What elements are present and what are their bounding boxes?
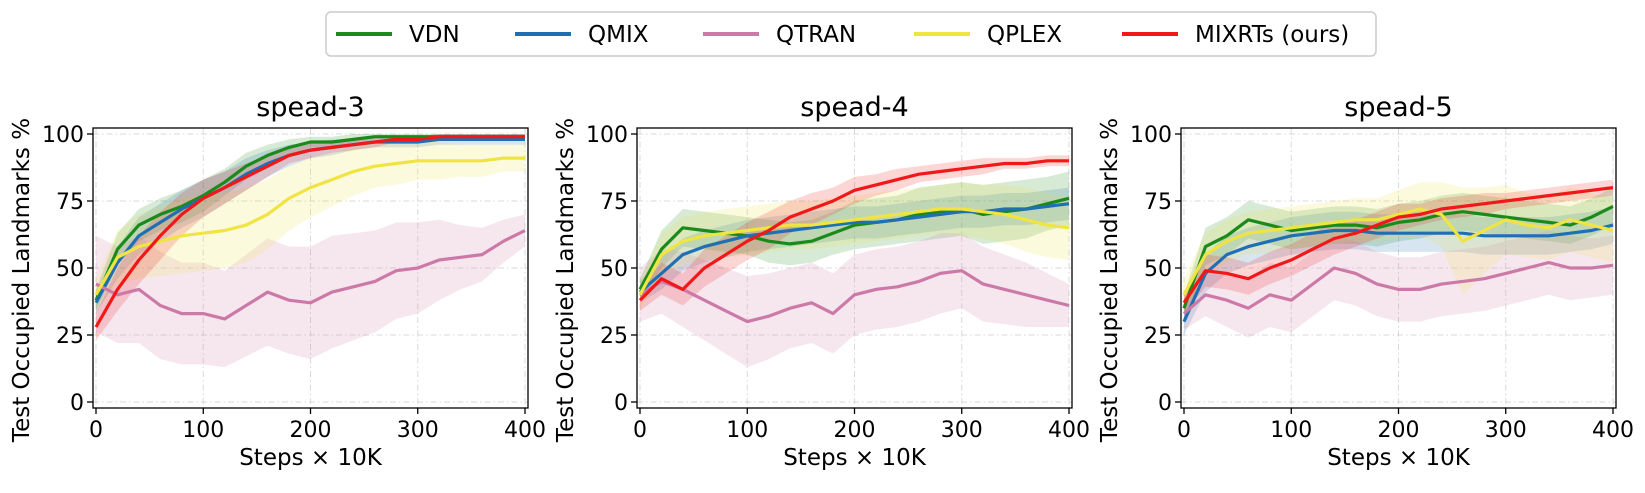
y-axis-label: Test Occupied Landmarks %	[9, 118, 35, 443]
x-tick-label: 200	[834, 418, 876, 443]
plot-area	[94, 134, 526, 368]
x-axis-label: Steps × 10K	[239, 445, 383, 471]
legend-label: QTRAN	[776, 22, 856, 48]
legend-label: QPLEX	[987, 22, 1062, 48]
y-tick-label: 0	[1158, 391, 1172, 416]
legend-frame	[325, 11, 1377, 57]
series-line	[638, 207, 1070, 296]
x-tick-label: 400	[1592, 418, 1634, 443]
legend-entry: QPLEX	[914, 22, 1062, 48]
legend-entry: QMIX	[515, 22, 649, 48]
y-axis-label: Test Occupied Landmarks %	[553, 118, 579, 443]
series-line	[639, 269, 1070, 324]
series-line	[1182, 261, 1614, 315]
y-tick-label: 50	[56, 257, 84, 282]
series-line	[1182, 186, 1614, 304]
legend: VDN QMIX QTRAN QPLEX MIXRTs (ours)	[325, 11, 1377, 57]
y-tick-label: 25	[600, 324, 628, 349]
confidence-band	[640, 155, 1069, 311]
x-tick-label: 100	[1270, 418, 1312, 443]
confidence-band	[96, 214, 525, 368]
x-tick-label: 300	[941, 418, 983, 443]
chart-panel: 0 100 200 300 400 0 25 50 75 100 spead-3 Steps × 10…	[9, 92, 546, 471]
legend-label: MIXRTs (ours)	[1195, 22, 1349, 48]
legend-entry: MIXRTs (ours)	[1122, 22, 1349, 48]
y-tick-label: 75	[600, 190, 628, 215]
x-tick-label: 300	[1485, 418, 1527, 443]
confidence-band	[640, 171, 1069, 301]
confidence-band	[1184, 206, 1613, 335]
y-tick-label: 25	[56, 324, 84, 349]
x-axis-label: Steps × 10K	[783, 445, 927, 471]
legend-label: QMIX	[588, 22, 649, 48]
y-tick-label: 50	[600, 257, 628, 282]
x-tick-label: 0	[633, 418, 647, 443]
plot-area	[638, 155, 1070, 368]
y-axis-label: Test Occupied Landmarks %	[1097, 118, 1123, 443]
y-tick-label: 25	[1144, 324, 1172, 349]
series-line	[1182, 207, 1614, 296]
x-tick-label: 200	[290, 418, 332, 443]
charts: 0 100 200 300 400 0 25 50 75 100 spead-3 Steps × 10…	[9, 92, 1634, 471]
y-tick-label: 75	[56, 190, 84, 215]
x-tick-label: 200	[1378, 418, 1420, 443]
x-tick-label: 0	[1177, 418, 1191, 443]
y-tick-label: 100	[586, 123, 628, 148]
series-line	[94, 156, 525, 296]
y-tick-label: 0	[70, 391, 84, 416]
y-tick-label: 100	[42, 123, 84, 148]
series-line	[1182, 204, 1614, 309]
x-tick-label: 400	[1048, 418, 1090, 443]
x-tick-label: 0	[89, 418, 103, 443]
chart-panel: 0 100 200 300 400 0 25 50 75 100 spead-4 Steps × 10…	[553, 92, 1090, 471]
chart-title: spead-4	[800, 92, 908, 123]
confidence-band	[640, 182, 1069, 309]
legend-entry: QTRAN	[703, 22, 856, 48]
series-line	[638, 159, 1069, 302]
confidence-band	[1184, 182, 1613, 311]
chart-title: spead-5	[1344, 92, 1452, 123]
confidence-band	[640, 233, 1069, 368]
confidence-band	[96, 142, 525, 311]
series-line	[638, 202, 1070, 294]
series-line	[95, 229, 526, 321]
x-axis-label: Steps × 10K	[1327, 445, 1471, 471]
legend-entry: VDN	[336, 22, 460, 48]
confidence-band	[96, 134, 525, 341]
series-line	[1182, 223, 1614, 323]
chart-panel: 0 100 200 300 400 0 25 50 75 100 spead-5 Steps × 10…	[1097, 92, 1634, 471]
plot-area	[1182, 179, 1614, 338]
x-tick-label: 300	[397, 418, 439, 443]
y-tick-label: 75	[1144, 190, 1172, 215]
y-tick-label: 50	[1144, 257, 1172, 282]
chart-title: spead-3	[256, 92, 364, 123]
x-tick-label: 400	[504, 418, 546, 443]
legend-label: VDN	[409, 22, 460, 48]
x-tick-label: 100	[182, 418, 224, 443]
y-tick-label: 100	[1130, 123, 1172, 148]
series-line	[94, 135, 525, 328]
confidence-band	[96, 134, 525, 314]
y-tick-label: 0	[614, 391, 628, 416]
confidence-band	[640, 187, 1069, 303]
x-tick-label: 100	[726, 418, 768, 443]
confidence-band	[1184, 230, 1613, 338]
